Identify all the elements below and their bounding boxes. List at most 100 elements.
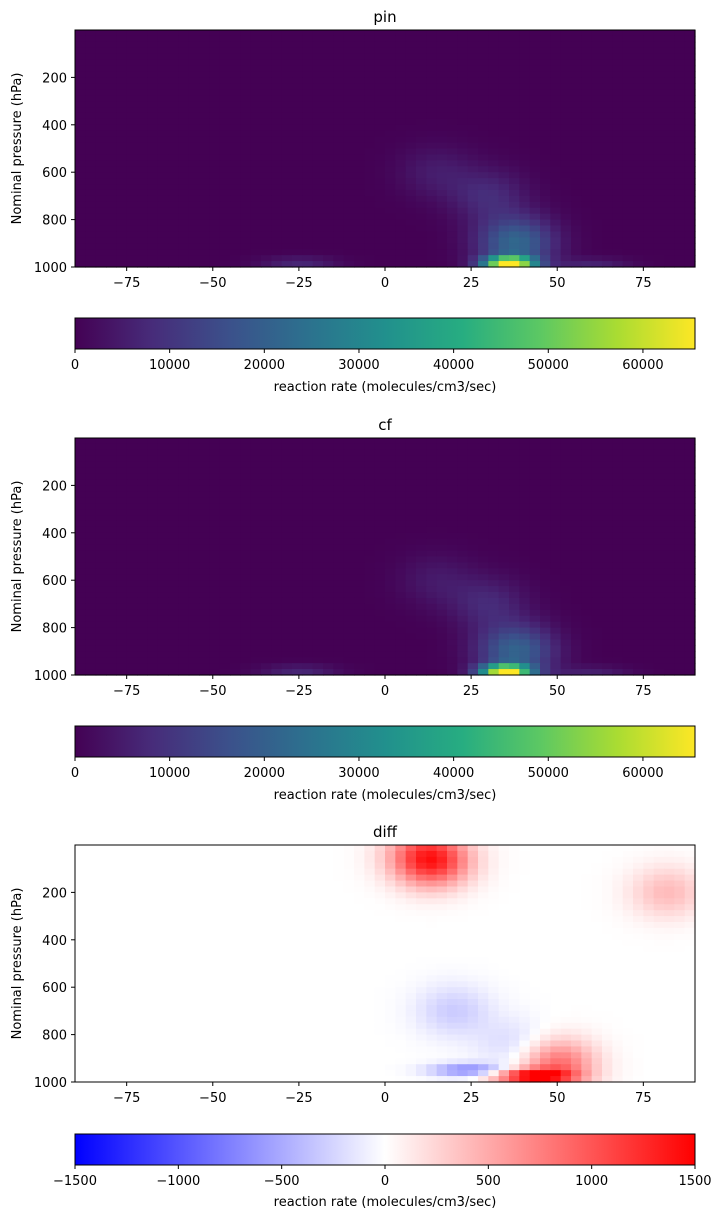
- heatmap-cell: [261, 201, 272, 209]
- heatmap-cell: [333, 651, 345, 658]
- heatmap-cell: [591, 568, 603, 575]
- heatmap-cell: [199, 556, 210, 564]
- heatmap-cell: [292, 213, 303, 221]
- heatmap-cell: [478, 118, 489, 126]
- heatmap-cell: [478, 663, 489, 670]
- heatmap-cell: [385, 532, 396, 540]
- heatmap-cell: [571, 124, 582, 132]
- heatmap-cell: [571, 586, 582, 593]
- heatmap-cell: [281, 71, 293, 78]
- heatmap-cell: [674, 663, 686, 670]
- heatmap-cell: [106, 497, 117, 504]
- heatmap-cell: [137, 195, 148, 203]
- heatmap-cell: [85, 30, 97, 37]
- heatmap-cell: [219, 520, 231, 528]
- heatmap-cell: [230, 503, 241, 510]
- heatmap-cell: [178, 669, 190, 676]
- heatmap-cell: [488, 615, 500, 623]
- heatmap-cell: [281, 479, 293, 486]
- heatmap-cell: [147, 178, 159, 185]
- heatmap-cell: [292, 556, 303, 564]
- heatmap-cell: [281, 189, 293, 197]
- heatmap-cell: [674, 237, 686, 244]
- heatmap-cell: [560, 639, 572, 646]
- heatmap-cell: [219, 586, 231, 593]
- heatmap-cell: [230, 669, 241, 676]
- heatmap-cell: [529, 621, 541, 629]
- heatmap-cell: [550, 243, 562, 250]
- heatmap-cell: [529, 651, 541, 658]
- heatmap-cell: [281, 207, 293, 215]
- heatmap-cell: [612, 107, 624, 114]
- heatmap-cell: [436, 154, 448, 161]
- heatmap-cell: [560, 255, 572, 262]
- heatmap-cell: [529, 213, 541, 221]
- heatmap-cell: [75, 532, 86, 540]
- heatmap-cell: [550, 509, 562, 516]
- heatmap-cell: [633, 562, 644, 569]
- heatmap-cell: [612, 520, 624, 528]
- heatmap-cell: [374, 663, 386, 670]
- heatmap-cell: [612, 845, 624, 852]
- heatmap-cell: [95, 550, 107, 558]
- heatmap-cell: [374, 195, 386, 203]
- heatmap-cell: [168, 219, 179, 227]
- heatmap-cell: [95, 657, 107, 664]
- heatmap-cell: [488, 845, 500, 852]
- heatmap-cell: [209, 609, 221, 617]
- heatmap-cell: [591, 124, 603, 132]
- heatmap-cell: [385, 515, 396, 522]
- heatmap-cell: [354, 249, 365, 256]
- heatmap-cell: [147, 845, 159, 852]
- heatmap-cell: [560, 124, 572, 132]
- heatmap-cell: [488, 172, 500, 179]
- heatmap-cell: [519, 195, 531, 203]
- heatmap-cell: [374, 615, 386, 623]
- heatmap-cell: [581, 455, 593, 463]
- heatmap-cell: [199, 526, 210, 534]
- heatmap-cell: [622, 503, 634, 510]
- heatmap-cell: [157, 544, 169, 552]
- heatmap-cell: [333, 485, 345, 492]
- heatmap-cell: [364, 136, 376, 144]
- heatmap-cell: [457, 160, 469, 167]
- heatmap-cell: [395, 544, 407, 552]
- heatmap-cell: [209, 83, 221, 90]
- heatmap-cell: [240, 201, 252, 209]
- heatmap-cell: [653, 130, 665, 138]
- heatmap-cell: [292, 657, 303, 664]
- heatmap-cell: [581, 627, 593, 635]
- heatmap-cell: [385, 101, 396, 108]
- heatmap-cell: [426, 526, 438, 534]
- heatmap-cell: [416, 124, 427, 132]
- heatmap-cell: [116, 41, 128, 49]
- heatmap-cell: [633, 41, 644, 49]
- heatmap-cell: [674, 568, 686, 575]
- heatmap-cell: [674, 101, 686, 108]
- heatmap-cell: [550, 178, 562, 185]
- heatmap-cell: [395, 550, 407, 558]
- heatmap-cell: [271, 35, 283, 43]
- heatmap-cell: [509, 35, 520, 43]
- heatmap-cell: [271, 142, 283, 150]
- heatmap-cell: [653, 509, 665, 516]
- heatmap-cell: [478, 207, 489, 215]
- heatmap-cell: [447, 845, 458, 852]
- heatmap-cell: [529, 107, 541, 114]
- heatmap-cell: [157, 112, 169, 120]
- colorbar-tick-label: 10000: [149, 358, 190, 373]
- heatmap-cell: [560, 515, 572, 522]
- heatmap-cell: [240, 95, 252, 102]
- heatmap-cell: [581, 213, 593, 221]
- heatmap-cell: [209, 213, 221, 221]
- heatmap-cell: [560, 59, 572, 67]
- heatmap-cell: [664, 657, 675, 664]
- heatmap-cell: [385, 550, 396, 558]
- heatmap-cell: [157, 485, 169, 492]
- heatmap-cell: [385, 592, 396, 599]
- heatmap-cell: [343, 166, 355, 173]
- heatmap-cell: [271, 249, 283, 256]
- heatmap-cell: [261, 669, 272, 676]
- heatmap-cell: [602, 438, 613, 445]
- heatmap-cell: [157, 538, 169, 546]
